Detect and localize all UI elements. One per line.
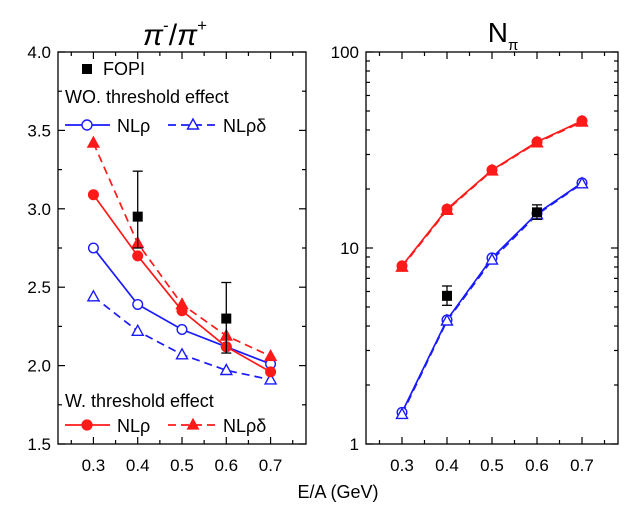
point-w-nlrhodelta: [175, 297, 189, 310]
x-tick-label: 0.6: [525, 456, 549, 475]
x-tick-label: 0.4: [126, 456, 150, 475]
point-wo-nlrho: [87, 242, 99, 254]
x-tick-label: 0.4: [435, 456, 459, 475]
point-wo-nlrho: [132, 298, 144, 310]
right-title-sub: π: [508, 37, 518, 54]
legend-fopi-label: FOPI: [103, 59, 145, 79]
x-tick-label: 0.6: [214, 456, 238, 475]
point-w-nlrho: [132, 250, 144, 262]
point-wo-nlrho: [176, 324, 188, 336]
point-wo-nlrhodelta: [485, 252, 499, 265]
legend-w-nlrho-marker: [81, 419, 93, 431]
legend-wo-nlrho-label: NLρ: [117, 116, 150, 136]
right-panel: 0.3 0.4 0.5 0.6 0.7 1 10 100: [331, 43, 619, 475]
y-tick-label: 3.0: [27, 200, 51, 219]
series-line-wo-nlrho: [401, 182, 583, 413]
y-tick-label: 1.5: [27, 435, 51, 454]
legend-bottom: W. threshold effect NLρ NLρδ: [65, 391, 266, 436]
y-tick-label: 100: [331, 43, 359, 62]
y-tick-label: 2.0: [27, 357, 51, 376]
legend-group-wo-label: WO. threshold effect: [65, 87, 229, 107]
point-wo-nlrhodelta: [575, 176, 589, 189]
x-tick-label: 0.7: [570, 456, 594, 475]
x-tick-label: 0.3: [82, 456, 106, 475]
left-panel: 0.3 0.4 0.5 0.6 0.7 1.5 2.0 2.5 3.0 3.5 4.0: [27, 43, 307, 475]
left-title-slash: /: [169, 19, 178, 52]
series-line-w-nlrho: [401, 120, 583, 267]
fopi-point: [532, 207, 542, 218]
point-w-nlrhodelta: [485, 163, 499, 176]
point-w-nlrhodelta: [395, 259, 409, 272]
point-w-nlrhodelta: [86, 135, 101, 148]
y-tick-label: 2.5: [27, 278, 51, 297]
legend-group-w-label: W. threshold effect: [65, 391, 214, 411]
x-tick-label: 0.5: [480, 456, 504, 475]
y-tick-label: 10: [340, 239, 359, 258]
legend-wo-nlrhodelta-label: NLρδ: [223, 116, 266, 136]
x-tick-label: 0.5: [170, 456, 194, 475]
point-wo-nlrhodelta: [440, 313, 454, 326]
fopi-point: [132, 211, 143, 222]
right-title: Nπ: [488, 17, 519, 54]
point-wo-nlrhodelta: [131, 323, 145, 336]
legend-w-nlrhodelta-label: NLρδ: [223, 416, 266, 436]
x-tick-label: 0.7: [259, 456, 283, 475]
left-title-sup2: +: [197, 16, 207, 35]
plot-frame: [365, 51, 619, 445]
x-axis-label: E/A (GeV): [297, 482, 378, 502]
point-wo-nlrhodelta: [175, 347, 189, 360]
left-title-sup1: -: [163, 16, 169, 35]
y-tick-label: 1: [350, 435, 359, 454]
point-w-nlrho: [87, 189, 99, 201]
series-line-w-nlrho: [92, 194, 272, 373]
y-tick-label: 4.0: [27, 43, 51, 62]
left-title: π-/π+: [143, 16, 207, 52]
point-w-nlrhodelta: [263, 348, 278, 362]
series-line-wo-nlrhodelta: [401, 182, 583, 415]
fopi-point: [442, 290, 452, 301]
x-tick-label: 0.3: [390, 456, 414, 475]
legend-wo-nlrho-marker: [81, 119, 93, 131]
right-title-main: N: [488, 17, 508, 48]
y-tick-label: 3.5: [27, 121, 51, 140]
point-wo-nlrhodelta: [395, 406, 409, 420]
point-wo-nlrhodelta: [263, 372, 278, 385]
point-wo-nlrhodelta: [219, 363, 233, 376]
legend-top: FOPI WO. threshold effect NLρ NLρδ: [65, 59, 266, 136]
legend-w-nlrho-label: NLρ: [117, 416, 150, 436]
point-w-nlrhodelta: [575, 114, 589, 127]
series-line-w-nlrhodelta: [401, 121, 583, 268]
point-w-nlrhodelta: [530, 135, 544, 148]
point-w-nlrho: [265, 366, 277, 378]
left-title-main2: π: [177, 19, 198, 52]
point-wo-nlrhodelta: [86, 289, 101, 302]
legend-w-nlrhodelta-marker: [186, 417, 200, 430]
legend-wo-nlrhodelta-marker: [186, 117, 200, 130]
legend-fopi-marker: [82, 64, 92, 74]
left-title-main: π: [143, 19, 164, 52]
fopi-point: [221, 313, 232, 324]
point-w-nlrhodelta: [440, 202, 454, 216]
